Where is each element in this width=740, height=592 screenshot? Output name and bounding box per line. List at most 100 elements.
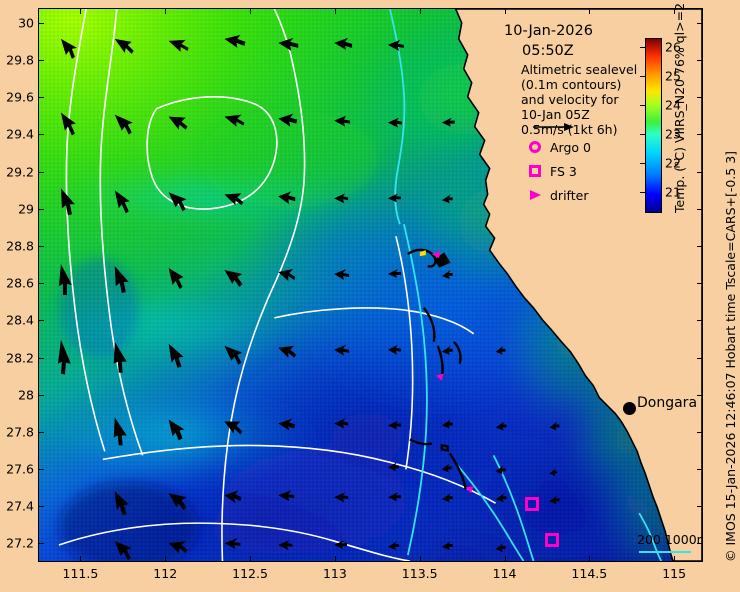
copyright-text: © IMOS 15-Jan-2026 12:46:07 Hobart time …	[723, 150, 738, 562]
x-tick-mark	[250, 8, 252, 14]
map-plot-area[interactable]: Dongara 200 1000m	[38, 8, 703, 562]
y-tick-mark	[38, 171, 44, 173]
y-tick-mark	[38, 394, 44, 396]
legend-label-fs: FS 3	[550, 163, 577, 179]
y-tick-mark	[38, 60, 44, 62]
y-tick-mark	[38, 283, 44, 285]
fs-marker-1[interactable]	[525, 497, 539, 511]
velocity-vectors	[57, 34, 560, 561]
legend-item-argo[interactable]: Argo 0	[524, 137, 591, 157]
x-tick-label: 114.5	[571, 566, 608, 581]
sealevel-contours	[58, 9, 497, 561]
colorbar-tick-21	[640, 192, 645, 193]
y-tick-label: 27.8	[6, 424, 34, 440]
y-tick-mark	[697, 208, 703, 210]
annotation-date: 10-Jan-2026	[504, 23, 593, 39]
y-tick-label: 29.2	[6, 164, 34, 180]
x-tick-mark	[165, 556, 167, 562]
y-tick-mark	[697, 134, 703, 136]
y-tick-mark	[38, 431, 44, 433]
scalebar-line	[639, 551, 691, 553]
y-tick-label: 28.2	[6, 350, 34, 365]
colorbar-label-22: 22	[665, 155, 681, 171]
y-tick-mark	[697, 357, 703, 359]
x-tick-label: 112.5	[232, 566, 268, 581]
colorbar-tick-23	[640, 134, 645, 135]
drifter-arrowheads	[431, 251, 474, 494]
y-tick-mark	[38, 97, 44, 99]
x-tick-mark	[334, 8, 336, 14]
x-tick-label: 111.5	[62, 566, 99, 581]
y-tick-mark	[697, 506, 703, 508]
colorbar-label-21: 21	[665, 184, 681, 200]
y-tick-label: 28.4	[6, 312, 34, 328]
x-tick-mark	[419, 556, 421, 562]
dongara-city-dot	[623, 402, 636, 415]
legend-label-argo: Argo 0	[550, 139, 591, 155]
annotation-line-4: 10-Jan 05Z	[521, 107, 590, 122]
x-tick-mark	[250, 556, 252, 562]
y-tick-label: 28	[18, 387, 34, 403]
y-tick-mark	[38, 320, 44, 322]
colorbar-tick-26	[640, 47, 645, 48]
fs-marker-2[interactable]	[545, 533, 559, 547]
y-tick-mark	[697, 469, 703, 471]
x-tick-label: 114	[492, 566, 517, 581]
x-tick-mark	[589, 8, 591, 14]
x-tick-mark	[504, 8, 506, 14]
y-tick-label: 30	[18, 15, 34, 31]
colorbar-gradient	[645, 38, 662, 213]
y-tick-mark	[38, 208, 44, 210]
annotation-line-5: 0.5m/s (1kt 6h)	[521, 122, 618, 137]
x-tick-mark	[334, 556, 336, 562]
annotation-line-1: Altimetric sealevel	[521, 62, 638, 77]
y-tick-label: 29	[18, 201, 34, 217]
y-tick-mark	[697, 171, 703, 173]
y-tick-mark	[697, 543, 703, 545]
y-tick-mark	[697, 22, 703, 24]
y-tick-mark	[38, 543, 44, 545]
legend-item-drifter[interactable]: drifter	[524, 185, 591, 205]
colorbar-label-24: 24	[665, 97, 681, 113]
y-tick-mark	[697, 97, 703, 99]
dongara-city-label: Dongara	[637, 395, 698, 411]
x-tick-mark	[80, 556, 82, 562]
colorbar-label-25: 25	[665, 68, 681, 84]
x-tick-mark	[165, 8, 167, 14]
drifter-highlights	[419, 250, 426, 257]
colorbar-tick-24	[640, 105, 645, 106]
y-tick-mark	[697, 431, 703, 433]
annotation-time: 05:50Z	[522, 43, 574, 59]
scalebar-label: 200 1000m	[637, 532, 703, 547]
y-tick-label: 27.4	[6, 498, 34, 514]
map-overlays	[57, 9, 662, 561]
y-tick-label: 28.8	[6, 238, 34, 254]
x-tick-label: 113	[322, 566, 347, 581]
y-tick-label: 29.6	[6, 89, 34, 105]
annotation-line-2: (0.1m contours)	[521, 77, 622, 92]
colorbar-tick-25	[640, 76, 645, 77]
x-tick-mark	[589, 556, 591, 562]
y-tick-mark	[38, 357, 44, 359]
legend-label-drifter: drifter	[550, 187, 589, 203]
x-tick-label: 112	[153, 566, 178, 581]
y-tick-label: 29.8	[6, 52, 34, 68]
legend-item-fs[interactable]: FS 3	[524, 161, 591, 181]
annotation-line-3: and velocity for	[521, 92, 619, 107]
argo-circle-icon	[524, 141, 546, 153]
x-tick-mark	[504, 556, 506, 562]
drifter-arrow-icon	[524, 190, 546, 200]
y-tick-mark	[38, 22, 44, 24]
y-tick-mark	[38, 134, 44, 136]
y-tick-label: 29.4	[6, 126, 34, 142]
x-tick-mark	[419, 8, 421, 14]
y-tick-label: 28.6	[6, 275, 34, 291]
x-tick-label: 113.5	[401, 566, 438, 581]
fs-square-icon	[524, 165, 546, 177]
x-tick-label: 115	[662, 566, 687, 581]
y-tick-label: 27.2	[6, 535, 34, 551]
x-tick-mark	[674, 556, 676, 562]
colorbar-label-26: 26	[665, 39, 681, 55]
y-tick-mark	[697, 320, 703, 322]
